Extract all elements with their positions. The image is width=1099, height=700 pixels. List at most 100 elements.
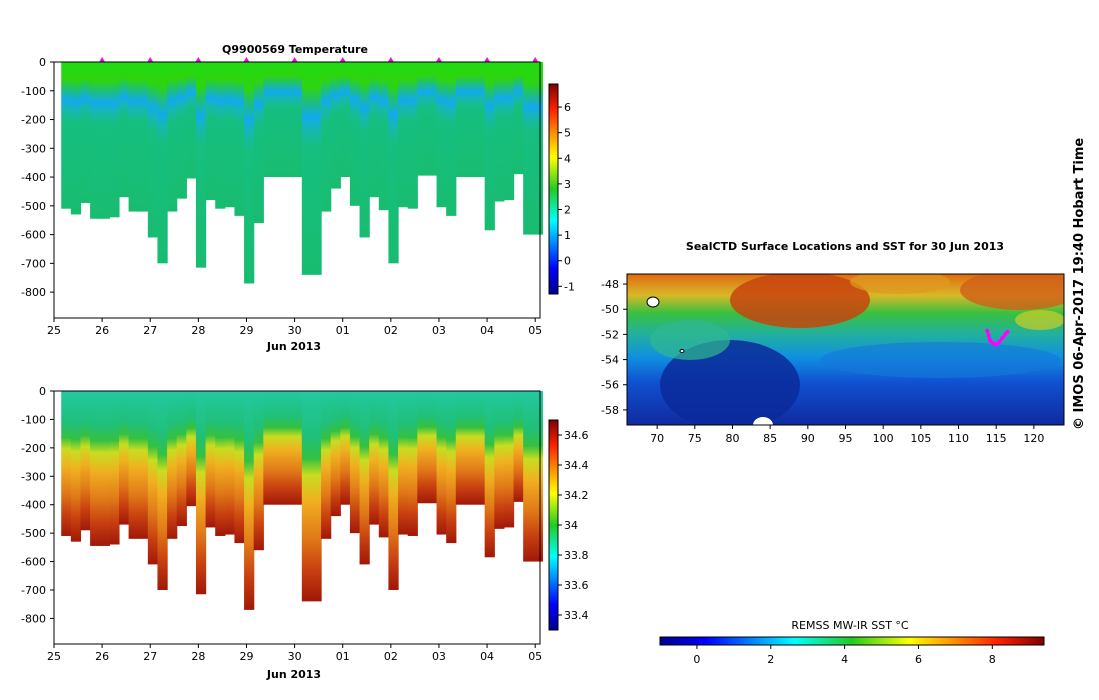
surface-marker [147, 57, 154, 62]
profile-bar [253, 62, 264, 224]
profile-bar [99, 391, 110, 546]
seal-track-point [986, 333, 991, 338]
profile-bar [407, 391, 418, 536]
map-latitude-ticks: -48 -50 -52 -54 -56 -58 [601, 278, 627, 417]
colorbar-tick-label: 6 [564, 101, 571, 114]
profile-bar [330, 62, 341, 189]
profile-bar [475, 391, 486, 505]
profile-bar [417, 391, 428, 504]
profile-bar [215, 391, 226, 536]
profile-bar [272, 62, 284, 178]
island-outline-small [679, 349, 685, 353]
y-tick-label: -400 [21, 499, 46, 512]
colorbar-tick-label: 34 [564, 519, 578, 532]
salinity-colorbar [548, 419, 559, 631]
island-outline [646, 296, 660, 308]
profile-bar [321, 62, 332, 212]
land-mask [753, 417, 773, 425]
x-tick-label: 28 [191, 650, 205, 663]
profile-bar [378, 391, 390, 538]
profile-bar [128, 62, 139, 212]
profile-bar [138, 62, 149, 212]
profile-bar [109, 62, 120, 218]
profile-bar [90, 391, 101, 546]
profile-bar [176, 62, 187, 199]
sst-colorbar-tick-label: 0 [693, 653, 700, 666]
surface-marker [339, 57, 346, 62]
profile-bar [407, 62, 418, 209]
lat-tick-label: -56 [601, 379, 619, 392]
profile-bar [532, 62, 544, 235]
profile-bar [195, 62, 207, 268]
profile-bar [90, 62, 101, 219]
sst-colorbar-tick-label: 2 [767, 653, 774, 666]
profile-bar [426, 391, 438, 504]
profile-bar [398, 391, 409, 535]
profile-bar [475, 62, 486, 178]
profile-bar [157, 391, 168, 590]
x-tick-label: 29 [239, 650, 253, 663]
profile-bar [244, 62, 255, 284]
profile-bar [195, 391, 207, 595]
x-tick-label: 30 [288, 324, 302, 337]
profile-bar [513, 391, 524, 502]
y-tick-label: -600 [21, 556, 46, 569]
profile-bar [167, 391, 178, 539]
profile-bar [513, 62, 524, 175]
lat-tick-label: -54 [601, 354, 619, 367]
y-tick-label: -100 [21, 413, 46, 426]
profile-bar [330, 391, 341, 517]
profile-bar [436, 391, 447, 535]
salinity-axes-frame [53, 390, 541, 645]
colorbar-tick-label: 5 [564, 127, 571, 140]
profile-bar [446, 62, 457, 216]
profile-bar [263, 62, 274, 178]
surface-markers [99, 57, 539, 62]
colorbar-tick-label: 2 [564, 203, 571, 216]
profile-bar [388, 62, 399, 264]
profile-bar [388, 391, 399, 590]
surface-marker [387, 57, 394, 62]
x-tick-label: 05 [528, 324, 542, 337]
x-tick-label: 01 [336, 324, 350, 337]
profile-bar [455, 391, 467, 505]
lon-tick-label: 100 [873, 432, 894, 445]
profile-bar [359, 62, 370, 238]
surface-marker [99, 57, 106, 62]
lon-tick-label: 85 [763, 432, 777, 445]
profile-bar [118, 391, 130, 525]
colorbar-tick-label: -1 [564, 280, 575, 293]
profile-bar [224, 391, 236, 535]
profile-bar [244, 391, 255, 610]
profile-bar [532, 391, 544, 562]
sst-map: SealCTD Surface Locations and SST for 30… [601, 240, 1065, 666]
y-tick-label: -200 [21, 442, 46, 455]
map-title: SealCTD Surface Locations and SST for 30… [686, 240, 1004, 253]
sst-colorbar-label: REMSS MW-IR SST °C [791, 619, 909, 632]
seal-track-point [1005, 329, 1010, 334]
temperature-axes-frame [53, 61, 541, 319]
colorbar-tick-label: 34.6 [564, 429, 589, 442]
x-tick-label: 03 [432, 650, 446, 663]
x-tick-label: 27 [143, 324, 157, 337]
lon-tick-label: 80 [725, 432, 739, 445]
salinity-colorbar-ticks: 34.6 34.4 34.2 34 33.8 33.6 33.4 [558, 429, 589, 622]
profile-bar [465, 391, 476, 505]
lon-tick-label: 105 [910, 432, 931, 445]
profile-bar [118, 62, 130, 198]
x-tick-label: 25 [47, 650, 61, 663]
profile-bar [523, 62, 534, 235]
lon-tick-label: 120 [1023, 432, 1044, 445]
colorbar-tick-label: 33.6 [564, 579, 589, 592]
y-tick-label: -200 [21, 114, 46, 127]
profile-bar [292, 391, 303, 505]
y-tick-label: -100 [21, 85, 46, 98]
profile-bar [426, 62, 438, 176]
profile-bar [378, 62, 390, 211]
salinity-xlabel: Jun 2013 [266, 668, 321, 681]
map-longitude-ticks: 70 75 80 85 90 95 100 105 110 115 120 [650, 425, 1044, 445]
profile-bar [311, 62, 322, 275]
colorbar-tick-label: 3 [564, 178, 571, 191]
colorbar-tick-label: 34.2 [564, 489, 589, 502]
profile-bar [340, 391, 351, 505]
